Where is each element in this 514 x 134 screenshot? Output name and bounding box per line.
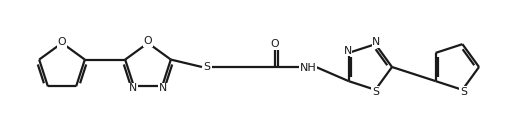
Text: S: S — [204, 62, 211, 72]
Text: N: N — [159, 83, 167, 93]
Text: N: N — [343, 46, 352, 56]
Text: S: S — [460, 87, 467, 97]
Text: N: N — [129, 83, 137, 93]
Text: S: S — [372, 87, 379, 97]
Text: N: N — [372, 37, 380, 47]
Text: O: O — [271, 39, 279, 49]
Text: O: O — [58, 37, 66, 47]
Text: O: O — [144, 36, 152, 46]
Text: NH: NH — [300, 63, 317, 73]
